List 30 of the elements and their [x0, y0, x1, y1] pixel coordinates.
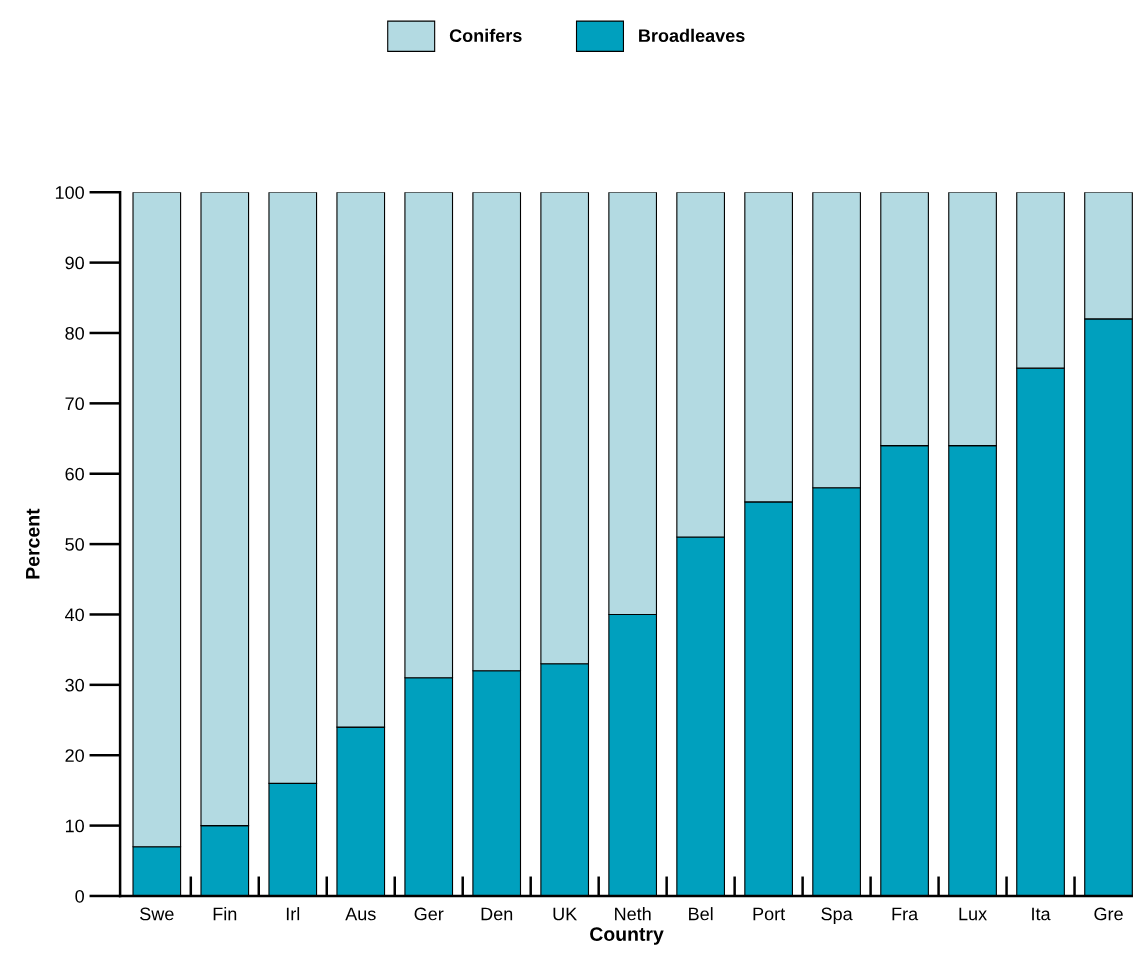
legend-label: Broadleaves — [639, 28, 745, 43]
x-tick-label: Ger — [414, 907, 444, 921]
x-tick-label: Ita — [1032, 907, 1051, 921]
x-tick-label: Irl — [286, 907, 300, 921]
y-tick-label: 60 — [65, 467, 84, 481]
y-tick-label: 20 — [65, 749, 84, 762]
y-tick-label: 50 — [65, 538, 84, 551]
y-tick-label: 100 — [55, 186, 84, 199]
y-tick-label: 30 — [65, 678, 84, 692]
y-tick-label: 80 — [65, 326, 84, 340]
y-tick-label: 10 — [65, 819, 84, 833]
x-tick-label: Swe — [140, 907, 174, 921]
x-tick-label: Spa — [821, 907, 853, 924]
x-tick-label: UK — [553, 907, 578, 921]
y-axis-title: Percent — [26, 508, 40, 579]
x-tick-label: Gre — [1094, 907, 1123, 921]
x-tick-label: Lux — [959, 907, 987, 921]
y-tick-label: 40 — [65, 608, 84, 622]
x-axis-title: Country — [590, 927, 664, 945]
legend-label: Conifers — [449, 28, 522, 43]
x-tick-label: Neth — [615, 907, 651, 921]
x-tick-label: Bel — [689, 907, 713, 921]
y-tick-label: 90 — [65, 256, 84, 270]
x-tick-label: Port — [753, 907, 786, 921]
x-tick-label: Fra — [892, 907, 919, 921]
x-tick-label: Fin — [213, 907, 237, 921]
x-tick-label: Aus — [345, 907, 376, 921]
y-tick-label: 0 — [75, 889, 84, 903]
x-tick-label: Den — [481, 907, 513, 921]
y-tick-label: 70 — [65, 397, 84, 411]
